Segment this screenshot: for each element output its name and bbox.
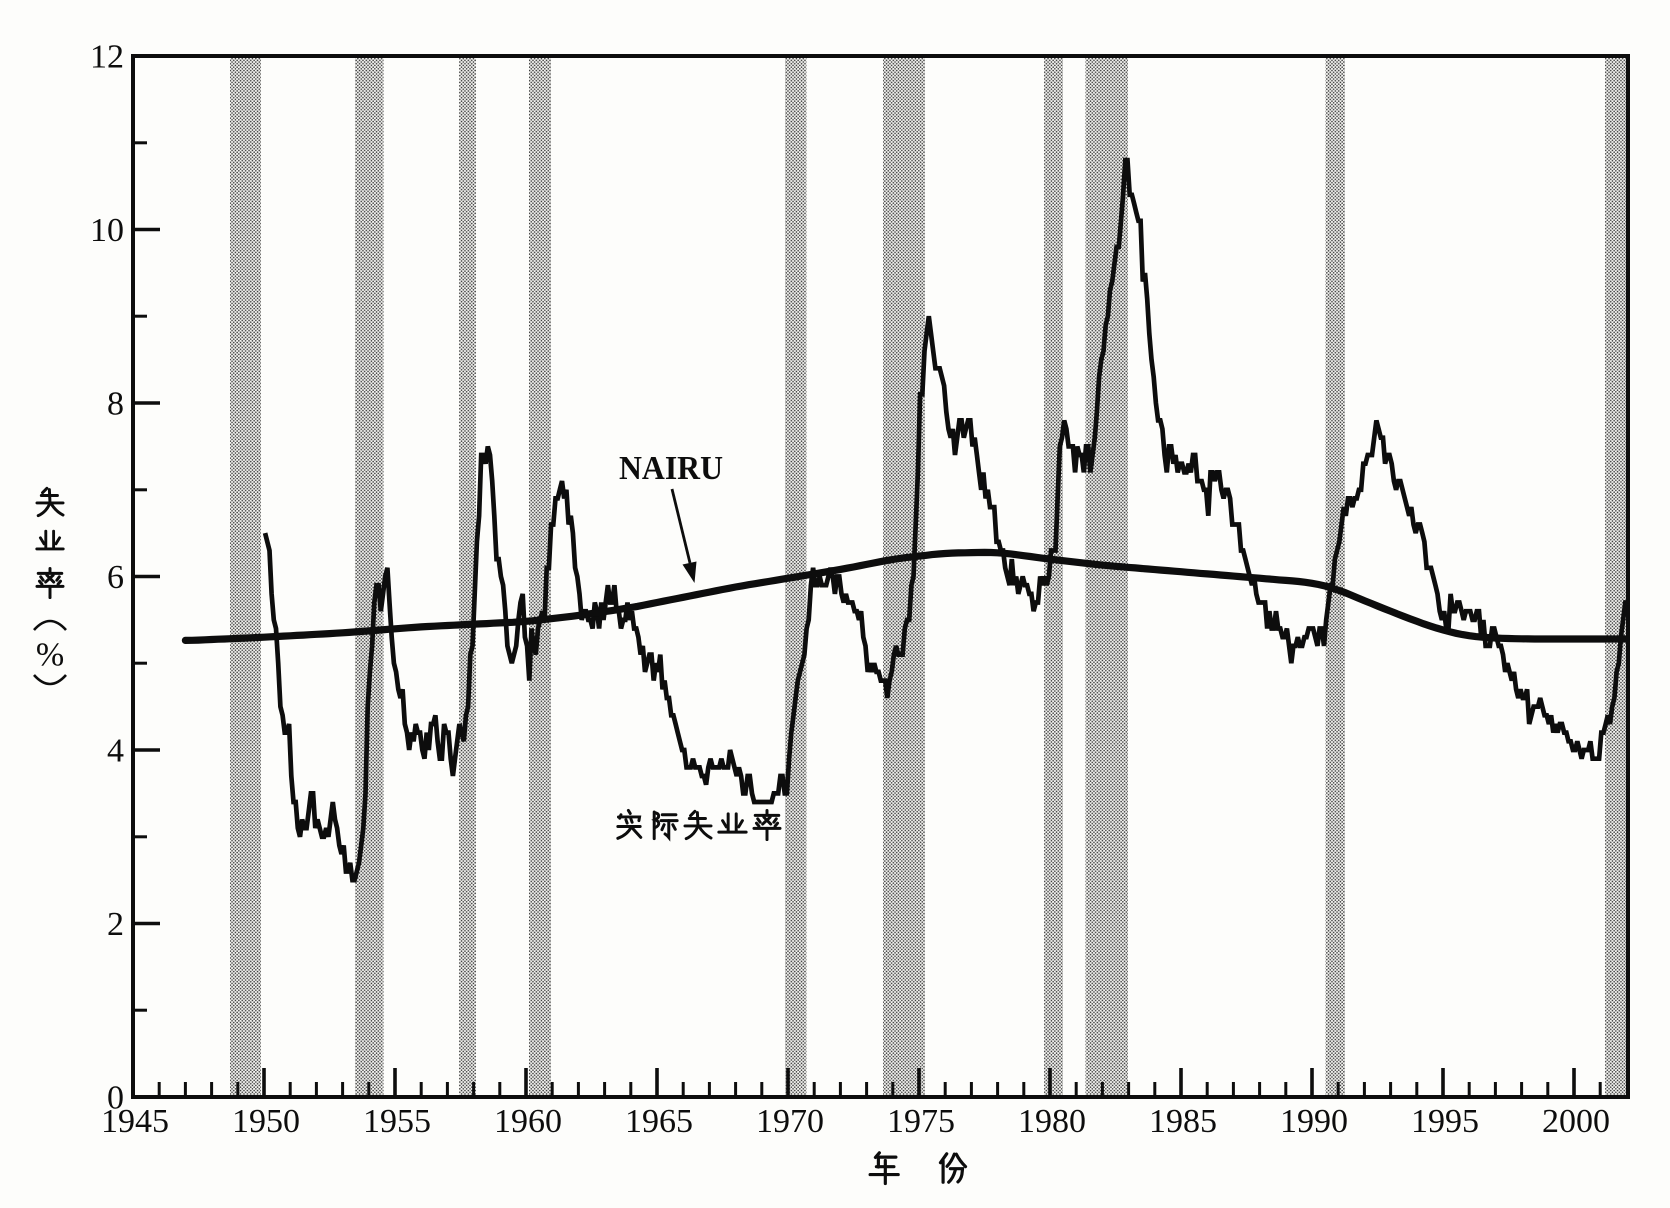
svg-text:10: 10 [90, 212, 124, 249]
svg-text:1950: 1950 [232, 1103, 300, 1140]
svg-text:1945: 1945 [101, 1103, 169, 1140]
svg-text:2: 2 [107, 906, 124, 943]
svg-text:%: % [36, 637, 64, 674]
svg-text:NAIRU: NAIRU [619, 450, 723, 487]
svg-text:1975: 1975 [887, 1103, 955, 1140]
svg-text:1955: 1955 [363, 1103, 431, 1140]
svg-text:0: 0 [107, 1080, 124, 1117]
svg-text:8: 8 [107, 386, 124, 423]
svg-text:1960: 1960 [494, 1103, 562, 1140]
svg-text:1995: 1995 [1411, 1103, 1479, 1140]
svg-text:1985: 1985 [1149, 1103, 1217, 1140]
svg-text:1980: 1980 [1018, 1103, 1086, 1140]
svg-text:2000: 2000 [1542, 1103, 1610, 1140]
svg-text:12: 12 [90, 39, 124, 76]
svg-text:6: 6 [107, 559, 124, 596]
svg-text:1970: 1970 [756, 1103, 824, 1140]
svg-text:4: 4 [107, 733, 124, 770]
svg-text:1990: 1990 [1280, 1103, 1348, 1140]
svg-text:1965: 1965 [625, 1103, 693, 1140]
